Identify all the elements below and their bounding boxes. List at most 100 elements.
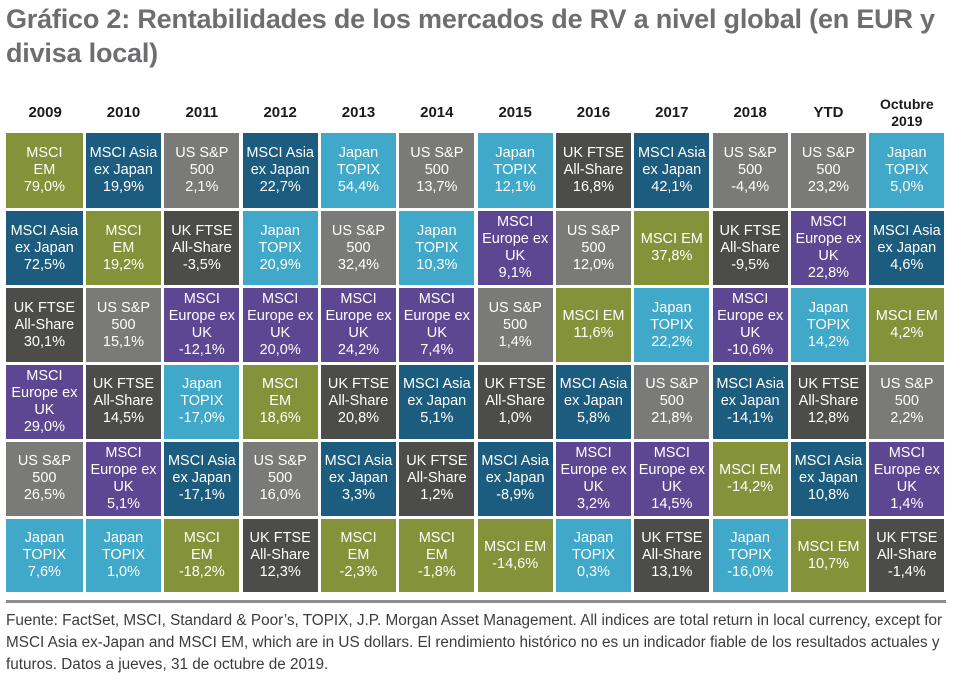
index-label: Japan TOPIX (728, 530, 772, 564)
return-value: 54,4% (337, 179, 380, 196)
quilt-cell: US S&P 500 12,0% (555, 211, 632, 286)
quilt-cell: MSCI EM 18,6% (242, 365, 318, 439)
return-value: 22,2% (651, 333, 693, 350)
cell-content: MSCI Asia ex Japan 3,3% (325, 453, 393, 504)
quilt-cell: MSCI Europe ex UK 22,8% (790, 211, 867, 286)
index-label: MSCI Europe ex UK (403, 291, 470, 342)
quilt-cell: MSCI Asia ex Japan 42,1% (634, 133, 710, 209)
quilt-cell: MSCI Europe ex UK -12,1% (164, 288, 240, 362)
cell-content: MSCI Asia ex Japan 42,1% (638, 145, 706, 196)
quilt-cell: US S&P 500 26,5% (6, 441, 83, 516)
cell-content: UK FTSE All-Share -9,5% (720, 223, 781, 274)
cell-content: MSCI Asia ex Japan 19,9% (90, 145, 158, 196)
index-label: UK FTSE All-Share (876, 530, 938, 564)
return-value: -14,2% (727, 478, 774, 495)
index-label: MSCI EM (562, 308, 625, 325)
quilt-cell: MSCI Asia ex Japan -14,1% (712, 365, 788, 439)
quilt-cell: MSCI Europe ex UK -10,6% (712, 288, 788, 362)
return-value: 24,2% (337, 342, 380, 359)
quilt-cell: MSCI EM 11,6% (555, 288, 632, 362)
index-label: Japan TOPIX (180, 376, 224, 410)
quilt-cell: MSCI Asia ex Japan 10,8% (790, 441, 867, 516)
return-value: 3,2% (576, 495, 611, 512)
cell-content: MSCI Europe ex UK 22,8% (795, 214, 861, 282)
cell-content: UK FTSE All-Share 16,8% (563, 145, 624, 196)
index-label: UK FTSE All-Share (641, 530, 703, 564)
return-value: -9,5% (731, 256, 770, 273)
return-value: 23,2% (807, 179, 850, 196)
index-label: MSCI Europe ex UK (11, 367, 78, 418)
index-label: Japan TOPIX (571, 530, 616, 564)
cell-content: Japan TOPIX 12,1% (494, 145, 537, 196)
return-value: 14,5% (102, 410, 145, 427)
return-value: 37,8% (651, 248, 693, 265)
index-label: US S&P 500 (17, 453, 71, 487)
quilt-cell: UK FTSE All-Share 12,3% (242, 518, 318, 593)
quilt-cell: MSCI Europe ex UK 5,1% (85, 441, 162, 516)
return-value: 20,8% (337, 410, 380, 427)
index-label: MSCI EM (484, 538, 547, 555)
source-footnote: Fuente: FactSet, MSCI, Standard & Poor’s… (6, 612, 943, 673)
column-header: 2012 (263, 103, 297, 121)
index-label: MSCI EM (875, 308, 938, 325)
index-label: MSCI Europe ex UK (247, 291, 314, 342)
return-value: 16,0% (259, 487, 301, 504)
cell-content: US S&P 500 16,0% (254, 453, 307, 504)
quilt-cell: MSCI EM -1,8% (399, 518, 475, 593)
index-label: Japan TOPIX (258, 222, 302, 256)
cell-content: UK FTSE All-Share 1,0% (485, 376, 546, 427)
quilt-cell: MSCI Europe ex UK 9,1% (477, 211, 553, 286)
column-header: YTD (813, 103, 844, 121)
index-label: MSCI EM (640, 231, 703, 248)
cell-content: US S&P 500 13,7% (410, 145, 463, 196)
quilt-cell: MSCI Europe ex UK 3,2% (555, 441, 632, 516)
return-value: 1,4% (890, 495, 924, 512)
return-value: 26,5% (23, 487, 65, 504)
quilt-cell: Japan TOPIX 22,2% (634, 288, 710, 362)
quilt-cell: MSCI EM -2,3% (320, 518, 397, 593)
index-label: US S&P 500 (488, 299, 542, 333)
index-label: MSCI EM (105, 222, 142, 256)
return-value: -1,4% (887, 564, 926, 581)
quilt-cell: UK FTSE All-Share 13,1% (634, 518, 710, 593)
cell-content: UK FTSE All-Share -1,4% (876, 530, 937, 581)
index-label: UK FTSE All-Share (13, 299, 76, 333)
index-label: MSCI Asia ex Japan (89, 145, 158, 179)
cell-content: UK FTSE All-Share 14,5% (93, 376, 154, 427)
quilt-cell: MSCI Europe ex UK 20,0% (242, 288, 318, 362)
quilt-cell: MSCI EM 37,8% (634, 211, 710, 286)
return-value: 19,2% (102, 256, 145, 273)
column-header: 2009 (28, 103, 62, 121)
cell-content: MSCI Europe ex UK 20,0% (247, 291, 313, 359)
return-value: 15,1% (102, 333, 145, 350)
cell-content: Japan TOPIX -17,0% (179, 376, 225, 427)
cell-content: US S&P 500 2,2% (880, 376, 933, 427)
cell-content: MSCI Europe ex UK 7,4% (404, 291, 470, 359)
cell-content: MSCI Asia ex Japan 22,7% (246, 145, 314, 196)
index-label: UK FTSE All-Share (327, 376, 390, 410)
index-label: UK FTSE All-Share (719, 222, 781, 256)
index-label: MSCI Asia ex Japan (559, 376, 628, 410)
column-header: 2010 (106, 103, 141, 121)
quilt-cell: US S&P 500 15,1% (85, 288, 162, 362)
cell-content: Japan TOPIX 7,6% (23, 530, 66, 581)
index-label: UK FTSE All-Share (406, 453, 468, 487)
quilt-cell: Japan TOPIX 14,2% (790, 288, 867, 362)
cell-content: US S&P 500 21,8% (645, 376, 698, 427)
index-label: US S&P 500 (410, 145, 464, 179)
return-value: 2,1% (185, 179, 219, 196)
return-value: 12,8% (807, 410, 850, 427)
quilt-cell: MSCI Europe ex UK 29,0% (6, 365, 83, 439)
index-label: US S&P 500 (801, 145, 856, 179)
index-label: Japan TOPIX (650, 299, 694, 333)
quilt-cell: Japan TOPIX 54,4% (320, 133, 397, 209)
cell-content: MSCI Europe ex UK -12,1% (169, 291, 235, 359)
index-label: MSCI EM (797, 538, 860, 555)
quilt-cell: US S&P 500 2,2% (869, 365, 945, 439)
column-header: 2016 (576, 103, 611, 121)
cell-content: MSCI EM -14,6% (484, 539, 546, 573)
column-header: Octubre 2019 (879, 96, 934, 129)
quilt-cell: UK FTSE All-Share 1,2% (399, 441, 475, 516)
index-label: US S&P 500 (331, 222, 386, 256)
column-header: 2017 (655, 103, 689, 121)
